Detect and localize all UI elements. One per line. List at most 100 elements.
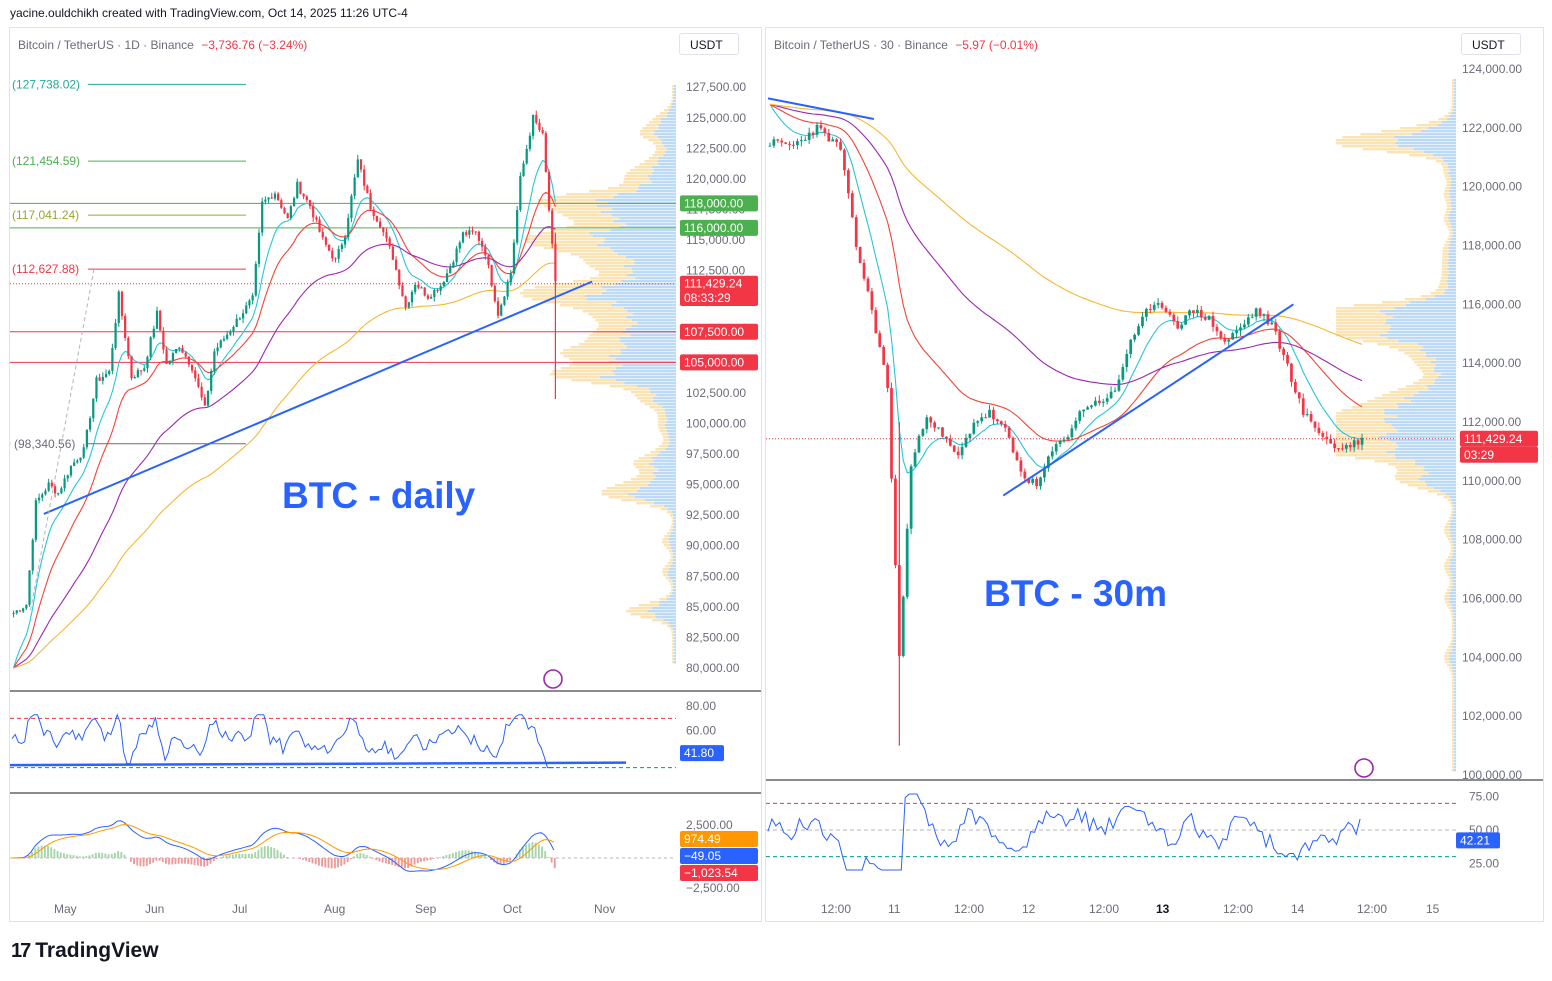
thirty-min-chart-pane[interactable]: Bitcoin / TetherUS · 30 · Binance −5.97 … <box>765 27 1544 922</box>
volume-profile-bar <box>560 352 621 355</box>
volume-profile-bar <box>1445 493 1456 496</box>
volume-profile-bar <box>664 109 669 112</box>
volume-profile-bar <box>673 649 676 652</box>
volume-profile-bar <box>632 268 676 271</box>
volume-profile-bar <box>1390 325 1456 328</box>
volume-profile-bar <box>647 610 676 613</box>
volume-profile-bar <box>1383 418 1456 421</box>
price-tag: 105,000.00 <box>684 355 744 369</box>
candle-body <box>784 142 788 144</box>
volume-profile-bar <box>1436 358 1456 361</box>
tradingview-logo[interactable]: 17 TradingView <box>11 939 159 963</box>
candle-body <box>1274 322 1278 332</box>
volume-profile-bar <box>626 223 676 226</box>
candle-body <box>318 219 321 232</box>
candle-body <box>992 409 995 420</box>
volume-profile-bar <box>559 304 612 307</box>
time-axis-label: Aug <box>324 902 345 916</box>
volume-profile-bar <box>569 364 623 367</box>
volume-profile-bar <box>1453 721 1456 724</box>
volume-profile-bar <box>598 271 633 274</box>
candle-body <box>264 199 267 202</box>
fib-level-label: (112,627.88) <box>12 262 79 276</box>
daily-chart-canvas[interactable]: 127,500.00 125,000.00 122,500.00 120,000.00… <box>10 28 761 921</box>
volume-profile-bar <box>566 193 619 196</box>
thirty-min-chart-canvas[interactable]: 124,000.00 122,000.00 120,000.00 118,000.00… <box>766 28 1543 921</box>
volume-profile-bar <box>1453 769 1456 772</box>
volume-profile-bar <box>1450 544 1454 547</box>
volume-profile-bar <box>668 550 673 553</box>
volume-profile-bar <box>1452 85 1454 88</box>
macd-histogram-bar <box>238 854 241 858</box>
volume-profile-bar <box>1450 670 1453 673</box>
volume-profile-bar <box>1426 355 1456 358</box>
candle-body <box>913 452 917 467</box>
volume-profile-bar <box>1450 514 1453 517</box>
volume-profile-bar <box>1449 529 1456 532</box>
trendline <box>1002 303 1294 497</box>
macd-histogram-bar <box>544 851 547 858</box>
candle-body <box>1121 367 1125 380</box>
volume-profile-bar <box>1447 286 1456 289</box>
volume-profile-bar <box>1451 199 1456 202</box>
candle-body <box>222 338 226 341</box>
symbol-line: Bitcoin / TetherUS · 1D · Binance −3,736… <box>18 38 307 52</box>
volume-profile-bar <box>524 238 606 241</box>
candle-body <box>181 347 184 353</box>
macd-histogram-bar <box>91 854 94 858</box>
candle-body <box>308 200 312 207</box>
macd-histogram-bar <box>53 849 56 858</box>
volume-profile-bar <box>1336 424 1392 427</box>
volume-profile-bar <box>671 640 675 643</box>
macd-histogram-bar <box>317 858 320 866</box>
volume-profile-bar <box>1451 577 1456 580</box>
volume-profile-bar <box>1425 352 1456 355</box>
volume-profile-bar <box>1451 205 1456 208</box>
candle-body <box>267 197 270 200</box>
candle-body <box>34 500 38 540</box>
volume-profile-bar <box>597 244 676 247</box>
volume-profile-bar <box>1452 694 1454 697</box>
volume-profile-bar <box>1450 187 1456 190</box>
volume-profile-bar <box>1453 736 1456 739</box>
currency-selector[interactable]: USDT <box>1461 33 1521 55</box>
price-tag-bg <box>1460 446 1538 463</box>
macd-histogram-bar <box>187 858 190 865</box>
candle-body <box>18 610 22 612</box>
candle-body <box>1039 477 1042 487</box>
daily-chart-pane[interactable]: Bitcoin / TetherUS · 1D · Binance −3,736… <box>9 27 762 922</box>
volume-profile-bar <box>601 292 676 295</box>
volume-profile-bar <box>644 403 659 406</box>
macd-histogram-bar <box>448 854 451 858</box>
volume-profile-bar <box>1444 658 1449 661</box>
candle-body <box>1145 308 1148 317</box>
ema-line <box>13 262 556 669</box>
volume-profile-bar <box>1417 343 1456 346</box>
candle-body <box>1125 354 1129 368</box>
volume-profile-bar <box>660 121 676 124</box>
candle-body <box>850 193 854 218</box>
volume-profile-bar <box>1451 538 1456 541</box>
volume-profile-bar <box>1387 331 1456 334</box>
macd-histogram-bar <box>518 849 521 858</box>
volume-profile-bar <box>1449 667 1453 670</box>
time-axis-label: Nov <box>594 902 615 916</box>
volume-profile-bar <box>1443 217 1449 220</box>
volume-profile-bar <box>1382 301 1411 304</box>
macd-value-tag: −49.05 <box>684 849 721 863</box>
candle-body <box>25 604 28 609</box>
volume-profile-bar <box>1336 307 1396 310</box>
volume-profile-bar <box>523 289 607 292</box>
volume-profile-bar <box>1336 319 1387 322</box>
volume-profile-bar <box>1450 184 1456 187</box>
candle-body <box>168 360 171 365</box>
time-axis-label: Jul <box>232 902 247 916</box>
candle-body <box>261 201 264 233</box>
volume-profile-bar <box>634 496 676 499</box>
candle-body <box>117 291 120 324</box>
currency-selector[interactable]: USDT <box>679 33 739 55</box>
volume-profile-bar <box>665 427 676 430</box>
volume-profile-bar <box>671 88 674 91</box>
macd-histogram-bar <box>550 858 553 863</box>
rsi-value-tag-bg <box>1456 832 1500 849</box>
